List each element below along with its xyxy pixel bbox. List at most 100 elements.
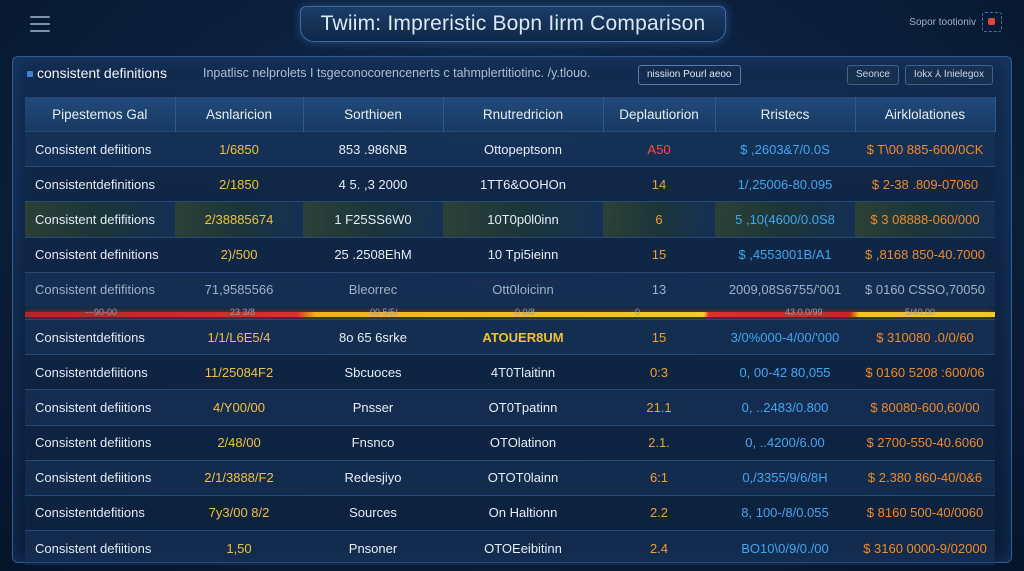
column-header[interactable]: Sorthioen bbox=[303, 97, 444, 132]
table-cell: Consistentdefinitions bbox=[25, 166, 175, 202]
separator-tick-label: 0 0/8 bbox=[515, 306, 536, 317]
table-cell: Sbcuoces bbox=[303, 354, 443, 390]
filter-button[interactable]: Iokx ⅄ Inielegox bbox=[904, 65, 993, 85]
table-cell: $ 310080 .0/0/60 bbox=[855, 318, 995, 355]
table-cell: 2009,08S6755/'001 bbox=[715, 271, 855, 307]
table-cell: Ott0loicinn bbox=[443, 271, 603, 307]
table-cell: $ 8160 500-40/0060 bbox=[855, 494, 995, 531]
table-cell: $ T\00 885-600/0CK bbox=[855, 130, 995, 167]
table-cell: 2.2 bbox=[603, 494, 715, 531]
separator-tick-label: ---90-00 bbox=[85, 306, 118, 317]
table-cell: $ 2-38 .809-07060 bbox=[855, 166, 995, 202]
comparison-table: Pipestemos Gal Asnlaricion Sorthioen Rnu… bbox=[25, 97, 996, 566]
title-bar: Twiim: Impreristic Bopn Iirm Comparison bbox=[300, 6, 726, 42]
table-row[interactable]: Consistentdefitions 7y3/00 8/2 Sources On H… bbox=[25, 494, 995, 531]
hamburger-icon[interactable] bbox=[30, 16, 50, 32]
table-cell: 853 .986NB bbox=[303, 130, 443, 167]
top-right-controls: Sopor tootioniv bbox=[909, 12, 1002, 32]
table-cell: 1 F25SS6W0 bbox=[303, 201, 443, 238]
table-cell: $ 0160 CSSO,70050 bbox=[855, 271, 995, 307]
separator-tick-label: 0 bbox=[635, 306, 641, 317]
column-header[interactable]: Rnutredricion bbox=[443, 97, 604, 132]
table-cell: 14 bbox=[603, 166, 715, 202]
grid-select-icon[interactable] bbox=[982, 12, 1002, 32]
mission-button[interactable]: nissiion Pourl aeoo bbox=[638, 65, 741, 85]
table-cell: 0:3 bbox=[603, 354, 715, 390]
table-cell: 6 bbox=[603, 201, 715, 238]
table-cell: Pnsoner bbox=[303, 530, 443, 566]
table-row[interactable]: Consistent defiitions 2/48/00 Fnsnco OTOlat… bbox=[25, 424, 995, 461]
table-cell: 15 bbox=[603, 318, 715, 355]
table-row[interactable]: Consistent defiitions 2/1/3888/F2 Redesjiy… bbox=[25, 459, 995, 496]
table-row[interactable]: Consistent defiitions 1/6850 853 .986NB Ott… bbox=[25, 130, 995, 167]
table-cell: Consistentdefitions bbox=[25, 494, 175, 531]
table-cell: 1,50 bbox=[175, 530, 303, 566]
separator-tick-label: 23 3/8 bbox=[230, 306, 256, 317]
table-row[interactable]: Consistentdefinitions 2/1850 4 5. ,3 2000 1… bbox=[25, 166, 995, 202]
table-cell: 8, 100-/8/0.055 bbox=[715, 494, 855, 531]
table-header-row: Pipestemos Gal Asnlaricion Sorthioen Rnu… bbox=[25, 97, 996, 132]
table-cell: Redesjiyo bbox=[303, 459, 443, 496]
page-title: Twiim: Impreristic Bopn Iirm Comparison bbox=[320, 12, 706, 35]
table-separator-row: ---90-00 23 3/8 00 5/5/0 0/8 0 43.0.0/99 5/40… bbox=[25, 306, 995, 320]
table-cell: OTOEeibitinn bbox=[443, 530, 603, 566]
table-row[interactable]: Consistentdefitions 1/1/L6E5/4 8o 65 6srke… bbox=[25, 318, 995, 355]
table-cell: Ottopeptsonn bbox=[443, 130, 603, 167]
table-cell: 1TT6&OOHOn bbox=[443, 166, 603, 202]
table-cell: A50 bbox=[603, 130, 715, 167]
table-cell: OT0Tpatinn bbox=[443, 389, 603, 425]
table-cell: 11/25084F2 bbox=[175, 354, 303, 390]
table-cell: 71,9585566 bbox=[175, 271, 303, 307]
table-cell: BO10\0/9/0./00 bbox=[715, 530, 855, 566]
table-cell: $ 3 08888-060/000 bbox=[855, 201, 995, 238]
table-cell: 10T0p0l0inn bbox=[443, 201, 603, 238]
table-cell: 0,/3355/9/6/8H bbox=[715, 459, 855, 496]
table-cell: 3/0%000-4/00/'000 bbox=[715, 318, 855, 355]
table-cell: $ ,2603&7/0.0S bbox=[715, 130, 855, 167]
table-row[interactable]: Consistent defiitions 1,50 Pnsoner OTOEeibi… bbox=[25, 530, 995, 566]
table-cell: 2/1/3888/F2 bbox=[175, 459, 303, 496]
table-cell: 2/1850 bbox=[175, 166, 303, 202]
table-cell: Consistent defiitions bbox=[25, 530, 175, 566]
table-row[interactable]: Consistent defiitions 4/Y00/00 Pnsser OT0Tp… bbox=[25, 389, 995, 425]
column-header[interactable]: Rristecs bbox=[715, 97, 856, 132]
panel-title: consistent definitions bbox=[37, 65, 167, 81]
scope-button[interactable]: Seonce bbox=[847, 65, 899, 85]
column-header[interactable]: Deplautiorion bbox=[603, 97, 716, 132]
table-row[interactable]: Consistentdefiitions 11/25084F2 Sbcuoces 4T… bbox=[25, 354, 995, 390]
table-cell: On Haltionn bbox=[443, 494, 603, 531]
table-cell: 7y3/00 8/2 bbox=[175, 494, 303, 531]
column-header[interactable]: Airklolationes bbox=[855, 97, 996, 132]
toolbar-right-group: Seonce Iokx ⅄ Inielegox bbox=[847, 65, 993, 85]
table-cell: 10 Tpi5ieinn bbox=[443, 236, 603, 273]
table-cell: Fnsnco bbox=[303, 424, 443, 461]
table-cell: 1/,25006-80.095 bbox=[715, 166, 855, 202]
table-cell: 0, ..2483/0.800 bbox=[715, 389, 855, 425]
table-cell: ATOUER8UM bbox=[443, 318, 603, 355]
separator-tick-label: 43.0.0/99 bbox=[785, 306, 823, 317]
status-gradient-bar bbox=[25, 311, 995, 317]
table-body: Consistent defiitions 1/6850 853 .986NB Ott… bbox=[25, 130, 995, 566]
table-cell: $ ,8168 850-40.7000 bbox=[855, 236, 995, 273]
separator-tick-label: 00 5/5/ bbox=[370, 306, 398, 317]
table-cell: Consistentdefitions bbox=[25, 318, 175, 355]
column-header[interactable]: Asnlaricion bbox=[175, 97, 304, 132]
panel-toolbar: consistent definitions Inpatlisc nelprol… bbox=[13, 63, 1011, 85]
table-cell: 25 .2508EhM bbox=[303, 236, 443, 273]
separator-cell: ---90-00 23 3/8 00 5/5/0 0/8 0 43.0.0/99 5/40… bbox=[25, 306, 995, 320]
table-cell: Bleorrec bbox=[303, 271, 443, 307]
column-header[interactable]: Pipestemos Gal bbox=[25, 97, 176, 132]
table-cell: $ 0160 5208 :600/06 bbox=[855, 354, 995, 390]
table-row[interactable]: Consistent definitions 2)/500 25 .2508EhM 1… bbox=[25, 236, 995, 273]
table-row[interactable]: Consistent defifitions 71,9585566 Bleorrec… bbox=[25, 271, 995, 307]
table-cell: Consistentdefiitions bbox=[25, 354, 175, 390]
table-icon bbox=[27, 71, 33, 77]
separator-tick-label: 5/40.00 bbox=[905, 306, 936, 317]
table-cell: 8o 65 6srke bbox=[303, 318, 443, 355]
table-row[interactable]: Consistent defifitions 2/38885674 1 F25SS6… bbox=[25, 201, 995, 238]
table-cell: Consistent defiitions bbox=[25, 130, 175, 167]
comparison-table-wrap: Pipestemos Gal Asnlaricion Sorthioen Rnu… bbox=[25, 97, 996, 566]
table-cell: $ 3160 0000-9/02000 bbox=[855, 530, 995, 566]
table-cell: $ 80080-600,60/00 bbox=[855, 389, 995, 425]
table-cell: 0, ..4200/6.00 bbox=[715, 424, 855, 461]
